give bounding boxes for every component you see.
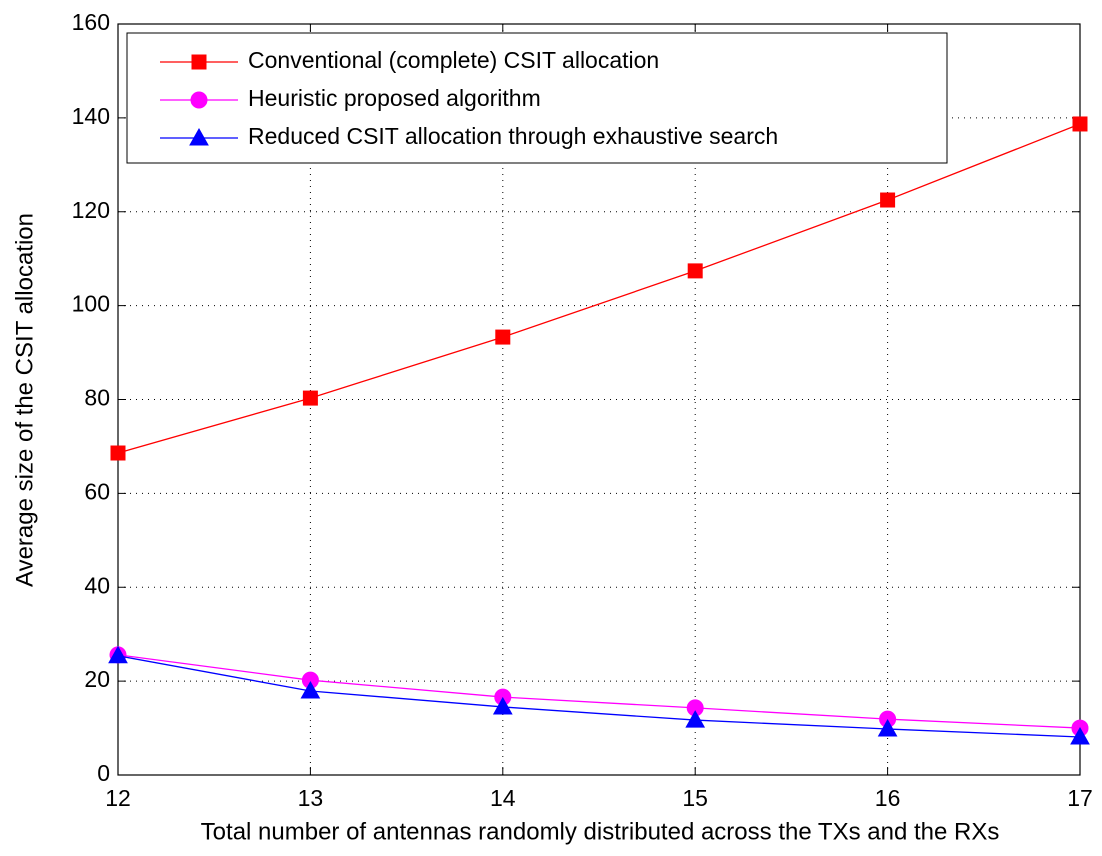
y-tick-label: 60 bbox=[84, 478, 110, 504]
data-point bbox=[687, 263, 703, 279]
y-tick-label: 40 bbox=[84, 572, 110, 598]
data-point bbox=[1072, 116, 1088, 132]
y-tick-label: 80 bbox=[84, 385, 110, 411]
plot-frame bbox=[117, 23, 1081, 776]
legend-marker bbox=[189, 127, 209, 146]
data-point bbox=[685, 710, 706, 728]
legend-marker bbox=[191, 54, 207, 70]
x-tick-label: 16 bbox=[875, 785, 901, 811]
x-tick-label: 17 bbox=[1067, 785, 1093, 811]
series-line bbox=[117, 655, 1081, 738]
series-line bbox=[117, 654, 1081, 729]
legend-label: Conventional (complete) CSIT allocation bbox=[248, 47, 659, 73]
legend-marker bbox=[190, 91, 208, 109]
data-point bbox=[110, 445, 126, 461]
x-tick-label: 12 bbox=[105, 785, 131, 811]
y-tick-label: 100 bbox=[72, 291, 110, 317]
data-point bbox=[880, 192, 896, 208]
data-point bbox=[492, 696, 513, 715]
y-tick-label: 160 bbox=[72, 9, 110, 35]
data-point bbox=[495, 329, 511, 345]
legend-box bbox=[126, 32, 948, 164]
y-tick-label: 20 bbox=[84, 666, 110, 692]
y-axis-label: Average size of the CSIT allocation bbox=[11, 213, 38, 587]
x-tick-label: 14 bbox=[490, 785, 516, 811]
x-axis-label: Total number of antennas randomly distri… bbox=[201, 818, 1000, 845]
y-tick-label: 120 bbox=[72, 197, 110, 223]
data-point bbox=[300, 680, 321, 699]
legend-label: Heuristic proposed algorithm bbox=[248, 85, 541, 111]
x-tick-label: 13 bbox=[298, 785, 324, 811]
data-point bbox=[1070, 726, 1090, 745]
y-tick-label: 140 bbox=[72, 103, 110, 129]
y-tick-label: 0 bbox=[97, 760, 110, 786]
x-tick-label: 15 bbox=[682, 785, 708, 811]
data-point bbox=[108, 645, 128, 664]
data-point bbox=[877, 718, 898, 737]
legend-label: Reduced CSIT allocation through exhausti… bbox=[248, 123, 778, 149]
series-line bbox=[117, 123, 1081, 454]
data-point bbox=[302, 390, 318, 406]
